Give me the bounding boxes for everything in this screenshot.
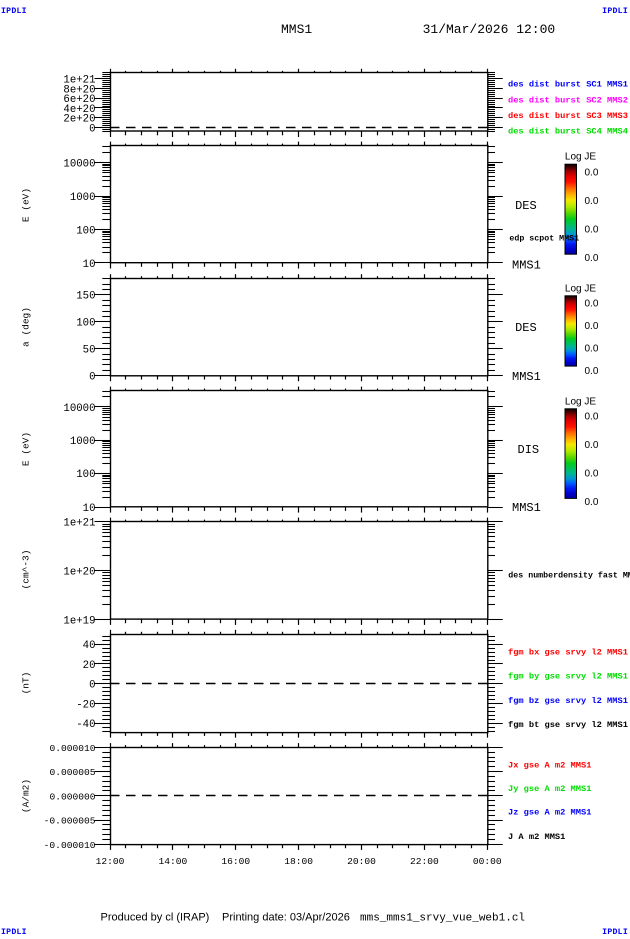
svg-text:1e+21: 1e+21	[63, 518, 95, 530]
svg-text:0.0: 0.0	[585, 299, 599, 310]
svg-text:-0.000005: -0.000005	[44, 816, 96, 827]
svg-text:1000: 1000	[70, 192, 96, 204]
svg-text:22:00: 22:00	[410, 856, 439, 867]
svg-text:IPDLI: IPDLI	[602, 7, 628, 16]
svg-text:0.0: 0.0	[585, 412, 599, 423]
svg-text:des dist burst SC1 MMS1: des dist burst SC1 MMS1	[508, 79, 628, 89]
svg-text:fgm by gse srvy l2 MMS1: fgm by gse srvy l2 MMS1	[508, 672, 628, 682]
svg-text:-40: -40	[76, 719, 95, 731]
svg-text:50: 50	[83, 345, 96, 357]
svg-text:(A/m2): (A/m2)	[21, 779, 32, 813]
svg-text:IPDLI: IPDLI	[602, 928, 628, 934]
svg-text:1e+19: 1e+19	[63, 615, 95, 627]
svg-text:E (eV): E (eV)	[21, 188, 32, 222]
svg-text:Log JE: Log JE	[565, 152, 596, 163]
svg-text:0.000005: 0.000005	[49, 767, 95, 778]
svg-text:(nT): (nT)	[21, 672, 32, 695]
svg-text:DES: DES	[515, 321, 537, 335]
svg-text:18:00: 18:00	[284, 856, 313, 867]
svg-text:1e+21: 1e+21	[63, 75, 95, 87]
svg-text:12:00: 12:00	[96, 856, 125, 867]
svg-text:100: 100	[76, 469, 95, 481]
svg-text:6e+20: 6e+20	[63, 94, 95, 106]
svg-text:16:00: 16:00	[221, 856, 250, 867]
svg-text:20: 20	[83, 660, 96, 672]
svg-text:des dist burst SC3 MMS3: des dist burst SC3 MMS3	[508, 111, 628, 121]
svg-text:J A m2 MMS1: J A m2 MMS1	[508, 832, 565, 842]
svg-text:100: 100	[76, 318, 95, 330]
svg-text:IPDLI: IPDLI	[1, 928, 27, 934]
svg-text:E (eV): E (eV)	[21, 432, 32, 466]
svg-text:10: 10	[83, 259, 96, 271]
svg-text:mms_mms1_srvy_vue_web1.cl: mms_mms1_srvy_vue_web1.cl	[360, 913, 525, 925]
svg-text:14:00: 14:00	[158, 856, 187, 867]
svg-text:DES: DES	[515, 199, 537, 213]
svg-text:fgm bz gse srvy l2 MMS1: fgm bz gse srvy l2 MMS1	[508, 696, 628, 706]
svg-text:10: 10	[83, 503, 96, 515]
svg-text:des dist burst SC4 MMS4: des dist burst SC4 MMS4	[508, 126, 628, 136]
svg-text:Printing date: 03/Apr/2026: Printing date: 03/Apr/2026	[222, 912, 350, 924]
svg-text:des numberdensity fast MMS1: des numberdensity fast MMS1	[508, 570, 630, 580]
svg-text:8e+20: 8e+20	[63, 84, 95, 96]
svg-text:Produced by cl (IRAP): Produced by cl (IRAP)	[101, 912, 210, 924]
svg-text:MMS1: MMS1	[281, 22, 312, 37]
svg-text:0.0: 0.0	[585, 253, 599, 264]
svg-text:fgm bx gse srvy l2 MMS1: fgm bx gse srvy l2 MMS1	[508, 648, 628, 658]
svg-text:des dist burst SC2 MMS2: des dist burst SC2 MMS2	[508, 95, 628, 105]
svg-text:20:00: 20:00	[347, 856, 376, 867]
svg-text:2e+20: 2e+20	[63, 114, 95, 126]
svg-text:00:00: 00:00	[473, 856, 502, 867]
svg-text:Jy gse A m2 MMS1: Jy gse A m2 MMS1	[508, 784, 591, 794]
svg-text:0.0: 0.0	[585, 366, 599, 377]
svg-text:a (deg): a (deg)	[21, 307, 32, 347]
svg-text:1000: 1000	[70, 436, 96, 448]
svg-text:1e+20: 1e+20	[63, 566, 95, 578]
svg-text:0.0: 0.0	[585, 344, 599, 355]
svg-text:Log JE: Log JE	[565, 397, 596, 408]
svg-text:10000: 10000	[63, 403, 95, 415]
svg-text:31/Mar/2026 12:00: 31/Mar/2026 12:00	[423, 22, 556, 37]
svg-text:10000: 10000	[63, 159, 95, 171]
svg-text:edp scpot MMS1: edp scpot MMS1	[509, 234, 579, 244]
svg-text:0.0: 0.0	[585, 469, 599, 480]
svg-text:0.0: 0.0	[585, 440, 599, 451]
svg-text:Log JE: Log JE	[565, 284, 596, 295]
svg-text:0.0: 0.0	[585, 497, 599, 508]
svg-text:0.0: 0.0	[585, 167, 599, 178]
svg-text:Jz gse A m2 MMS1: Jz gse A m2 MMS1	[508, 808, 591, 818]
svg-text:100: 100	[76, 225, 95, 237]
svg-text:0.000010: 0.000010	[49, 743, 95, 754]
svg-text:MMS1: MMS1	[512, 501, 541, 515]
svg-text:MMS1: MMS1	[512, 370, 541, 384]
svg-text:0.0: 0.0	[585, 321, 599, 332]
svg-text:0: 0	[89, 680, 95, 692]
svg-text:0: 0	[89, 372, 95, 384]
svg-text:0.000000: 0.000000	[49, 791, 95, 802]
svg-text:150: 150	[76, 291, 95, 303]
svg-text:0.0: 0.0	[585, 225, 599, 236]
svg-text:0: 0	[89, 123, 95, 135]
svg-text:-0.000010: -0.000010	[44, 840, 96, 851]
svg-text:40: 40	[83, 640, 96, 652]
svg-text:-20: -20	[76, 699, 95, 711]
svg-text:4e+20: 4e+20	[63, 104, 95, 116]
svg-text:fgm bt gse srvy l2 MMS1: fgm bt gse srvy l2 MMS1	[508, 720, 628, 730]
svg-text:Jx gse A m2 MMS1: Jx gse A m2 MMS1	[508, 760, 591, 770]
svg-text:MMS1: MMS1	[512, 258, 541, 272]
svg-text:(cm^-3): (cm^-3)	[21, 550, 32, 590]
svg-text:DIS: DIS	[518, 443, 540, 457]
svg-text:IPDLI: IPDLI	[1, 7, 27, 16]
svg-text:0.0: 0.0	[585, 196, 599, 207]
